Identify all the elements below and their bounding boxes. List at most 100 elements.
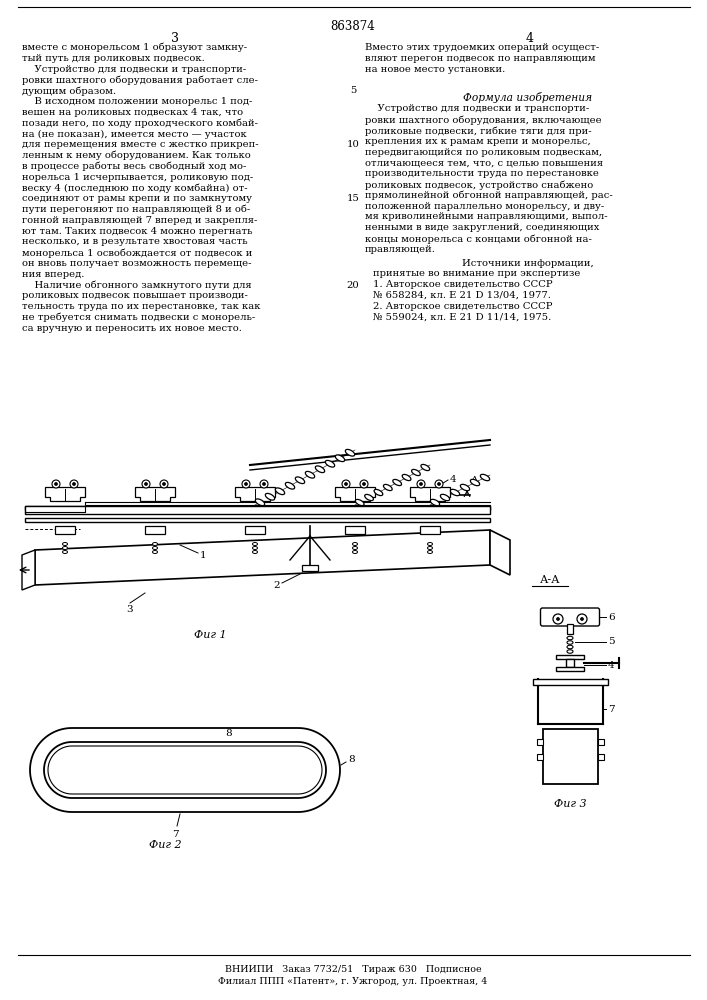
Ellipse shape (383, 484, 392, 491)
Polygon shape (335, 487, 375, 501)
Circle shape (419, 483, 423, 486)
Text: 6: 6 (608, 612, 614, 621)
Text: Фиг 3: Фиг 3 (554, 799, 586, 809)
Ellipse shape (421, 464, 430, 471)
Text: несколько, и в результате хвостовая часть: несколько, и в результате хвостовая част… (22, 237, 247, 246)
Text: A: A (470, 476, 477, 485)
Ellipse shape (353, 546, 358, 550)
Circle shape (342, 480, 350, 488)
Text: 1: 1 (205, 754, 211, 762)
Circle shape (163, 483, 165, 486)
Bar (556, 655, 584, 659)
Text: Фиг 2: Фиг 2 (148, 840, 181, 850)
Text: веску 4 (последнюю по ходу комбайна) от-: веску 4 (последнюю по ходу комбайна) от- (22, 183, 247, 193)
Text: ровки шахтного оборудования, включающее: ровки шахтного оборудования, включающее (365, 115, 602, 125)
FancyBboxPatch shape (540, 608, 600, 626)
Ellipse shape (62, 550, 67, 554)
Text: передвигающийся по роликовым подвескам,: передвигающийся по роликовым подвескам, (365, 148, 602, 157)
Circle shape (52, 480, 60, 488)
Ellipse shape (567, 650, 573, 653)
Text: 1: 1 (200, 550, 206, 560)
Ellipse shape (62, 546, 67, 550)
Text: 3: 3 (127, 605, 134, 614)
Ellipse shape (480, 474, 490, 481)
Text: ровки шахтного оборудования работает сле-: ровки шахтного оборудования работает сле… (22, 75, 258, 85)
Text: Наличие обгонного замкнутого пути для: Наличие обгонного замкнутого пути для (22, 281, 252, 290)
Text: 15: 15 (346, 194, 359, 203)
Text: прямолинейной обгонной направляющей, рас-: прямолинейной обгонной направляющей, рас… (365, 191, 613, 200)
Text: В исходном положении монорельс 1 под-: В исходном положении монорельс 1 под- (22, 97, 252, 106)
Circle shape (262, 483, 266, 486)
Text: Устройство для подвески и транспорти-: Устройство для подвески и транспорти- (22, 65, 246, 74)
Text: Источники информации,: Источники информации, (462, 259, 593, 268)
Text: 4: 4 (526, 32, 534, 45)
Text: крепления их к рамам крепи и монорельс,: крепления их к рамам крепи и монорельс, (365, 137, 591, 146)
Text: 5: 5 (608, 638, 614, 647)
Text: Формула изобретения: Формула изобретения (463, 92, 592, 103)
Ellipse shape (353, 550, 358, 554)
Bar (145, 526, 165, 534)
Bar (25, 506, 490, 510)
Ellipse shape (252, 546, 257, 550)
Text: норельса 1 исчерпывается, роликовую под-: норельса 1 исчерпывается, роликовую под- (22, 173, 253, 182)
Polygon shape (22, 550, 35, 590)
Text: са вручную и переносить их новое место.: са вручную и переносить их новое место. (22, 324, 242, 333)
Text: Устройство для подвески и транспорти-: Устройство для подвески и транспорти- (365, 104, 589, 113)
Text: вместе с монорельсом 1 образуют замкну-: вместе с монорельсом 1 образуют замкну- (22, 43, 247, 52)
Bar (566, 659, 574, 667)
Text: 10: 10 (346, 140, 359, 149)
Ellipse shape (567, 645, 573, 649)
Ellipse shape (305, 471, 315, 478)
Circle shape (54, 483, 57, 486)
Polygon shape (44, 742, 326, 798)
Text: позади него, по ходу проходческого комбай-: позади него, по ходу проходческого комба… (22, 119, 258, 128)
Ellipse shape (431, 499, 440, 506)
Text: вешен на роликовых подвесках 4 так, что: вешен на роликовых подвесках 4 так, что (22, 108, 243, 117)
Ellipse shape (470, 479, 479, 486)
Text: Фиг 1: Фиг 1 (194, 630, 226, 640)
Bar (55, 526, 75, 534)
Polygon shape (410, 487, 450, 501)
Text: не требуется снимать подвески с монорель-: не требуется снимать подвески с монорель… (22, 313, 255, 322)
Text: отличающееся тем, что, с целью повышения: отличающееся тем, что, с целью повышения (365, 158, 603, 167)
Ellipse shape (252, 550, 257, 554)
Text: ненными в виде закруглений, соединяющих: ненными в виде закруглений, соединяющих (365, 223, 600, 232)
Bar (537, 754, 542, 760)
Circle shape (70, 480, 78, 488)
Text: для перемещения вместе с жестко прикреп-: для перемещения вместе с жестко прикреп- (22, 140, 259, 149)
Text: пути перегоняют по направляющей 8 и об-: пути перегоняют по направляющей 8 и об- (22, 205, 250, 215)
Text: тельность труда по их перестановке, так как: тельность труда по их перестановке, так … (22, 302, 260, 311)
Bar (556, 667, 584, 671)
Text: вляют перегон подвесок по направляющим: вляют перегон подвесок по направляющим (365, 54, 595, 63)
Polygon shape (48, 746, 322, 794)
Ellipse shape (153, 546, 158, 550)
Text: 2. Авторское свидетельство СССР: 2. Авторское свидетельство СССР (373, 302, 552, 311)
Ellipse shape (567, 636, 573, 640)
Text: правляющей.: правляющей. (365, 245, 436, 254)
Ellipse shape (460, 484, 469, 491)
Text: № 559024, кл. Е 21 D 11/14, 1975.: № 559024, кл. Е 21 D 11/14, 1975. (373, 313, 551, 322)
Text: мя криволинейными направляющими, выпол-: мя криволинейными направляющими, выпол- (365, 212, 607, 221)
Text: ния вперед.: ния вперед. (22, 270, 84, 279)
Ellipse shape (428, 550, 433, 554)
Ellipse shape (153, 550, 158, 554)
Polygon shape (45, 487, 85, 501)
Bar (245, 526, 265, 534)
Text: тый путь для роликовых подвесок.: тый путь для роликовых подвесок. (22, 54, 205, 63)
Ellipse shape (428, 546, 433, 550)
Polygon shape (235, 487, 275, 501)
Circle shape (417, 480, 425, 488)
Text: положенной параллельно монорельсу, и дву-: положенной параллельно монорельсу, и дву… (365, 202, 604, 211)
Circle shape (73, 483, 76, 486)
Text: Вместо этих трудоемких операций осущест-: Вместо этих трудоемких операций осущест- (365, 43, 600, 52)
Ellipse shape (286, 482, 295, 489)
Ellipse shape (402, 474, 411, 481)
Text: принятые во внимание при экспертизе: принятые во внимание при экспертизе (373, 269, 580, 278)
Circle shape (577, 614, 587, 624)
Text: ют там. Таких подвесок 4 можно перегнать: ют там. Таких подвесок 4 можно перегнать (22, 227, 252, 236)
Ellipse shape (411, 469, 420, 476)
Ellipse shape (325, 460, 334, 467)
Text: А-А: А-А (539, 575, 560, 585)
Circle shape (360, 480, 368, 488)
Circle shape (438, 483, 440, 486)
